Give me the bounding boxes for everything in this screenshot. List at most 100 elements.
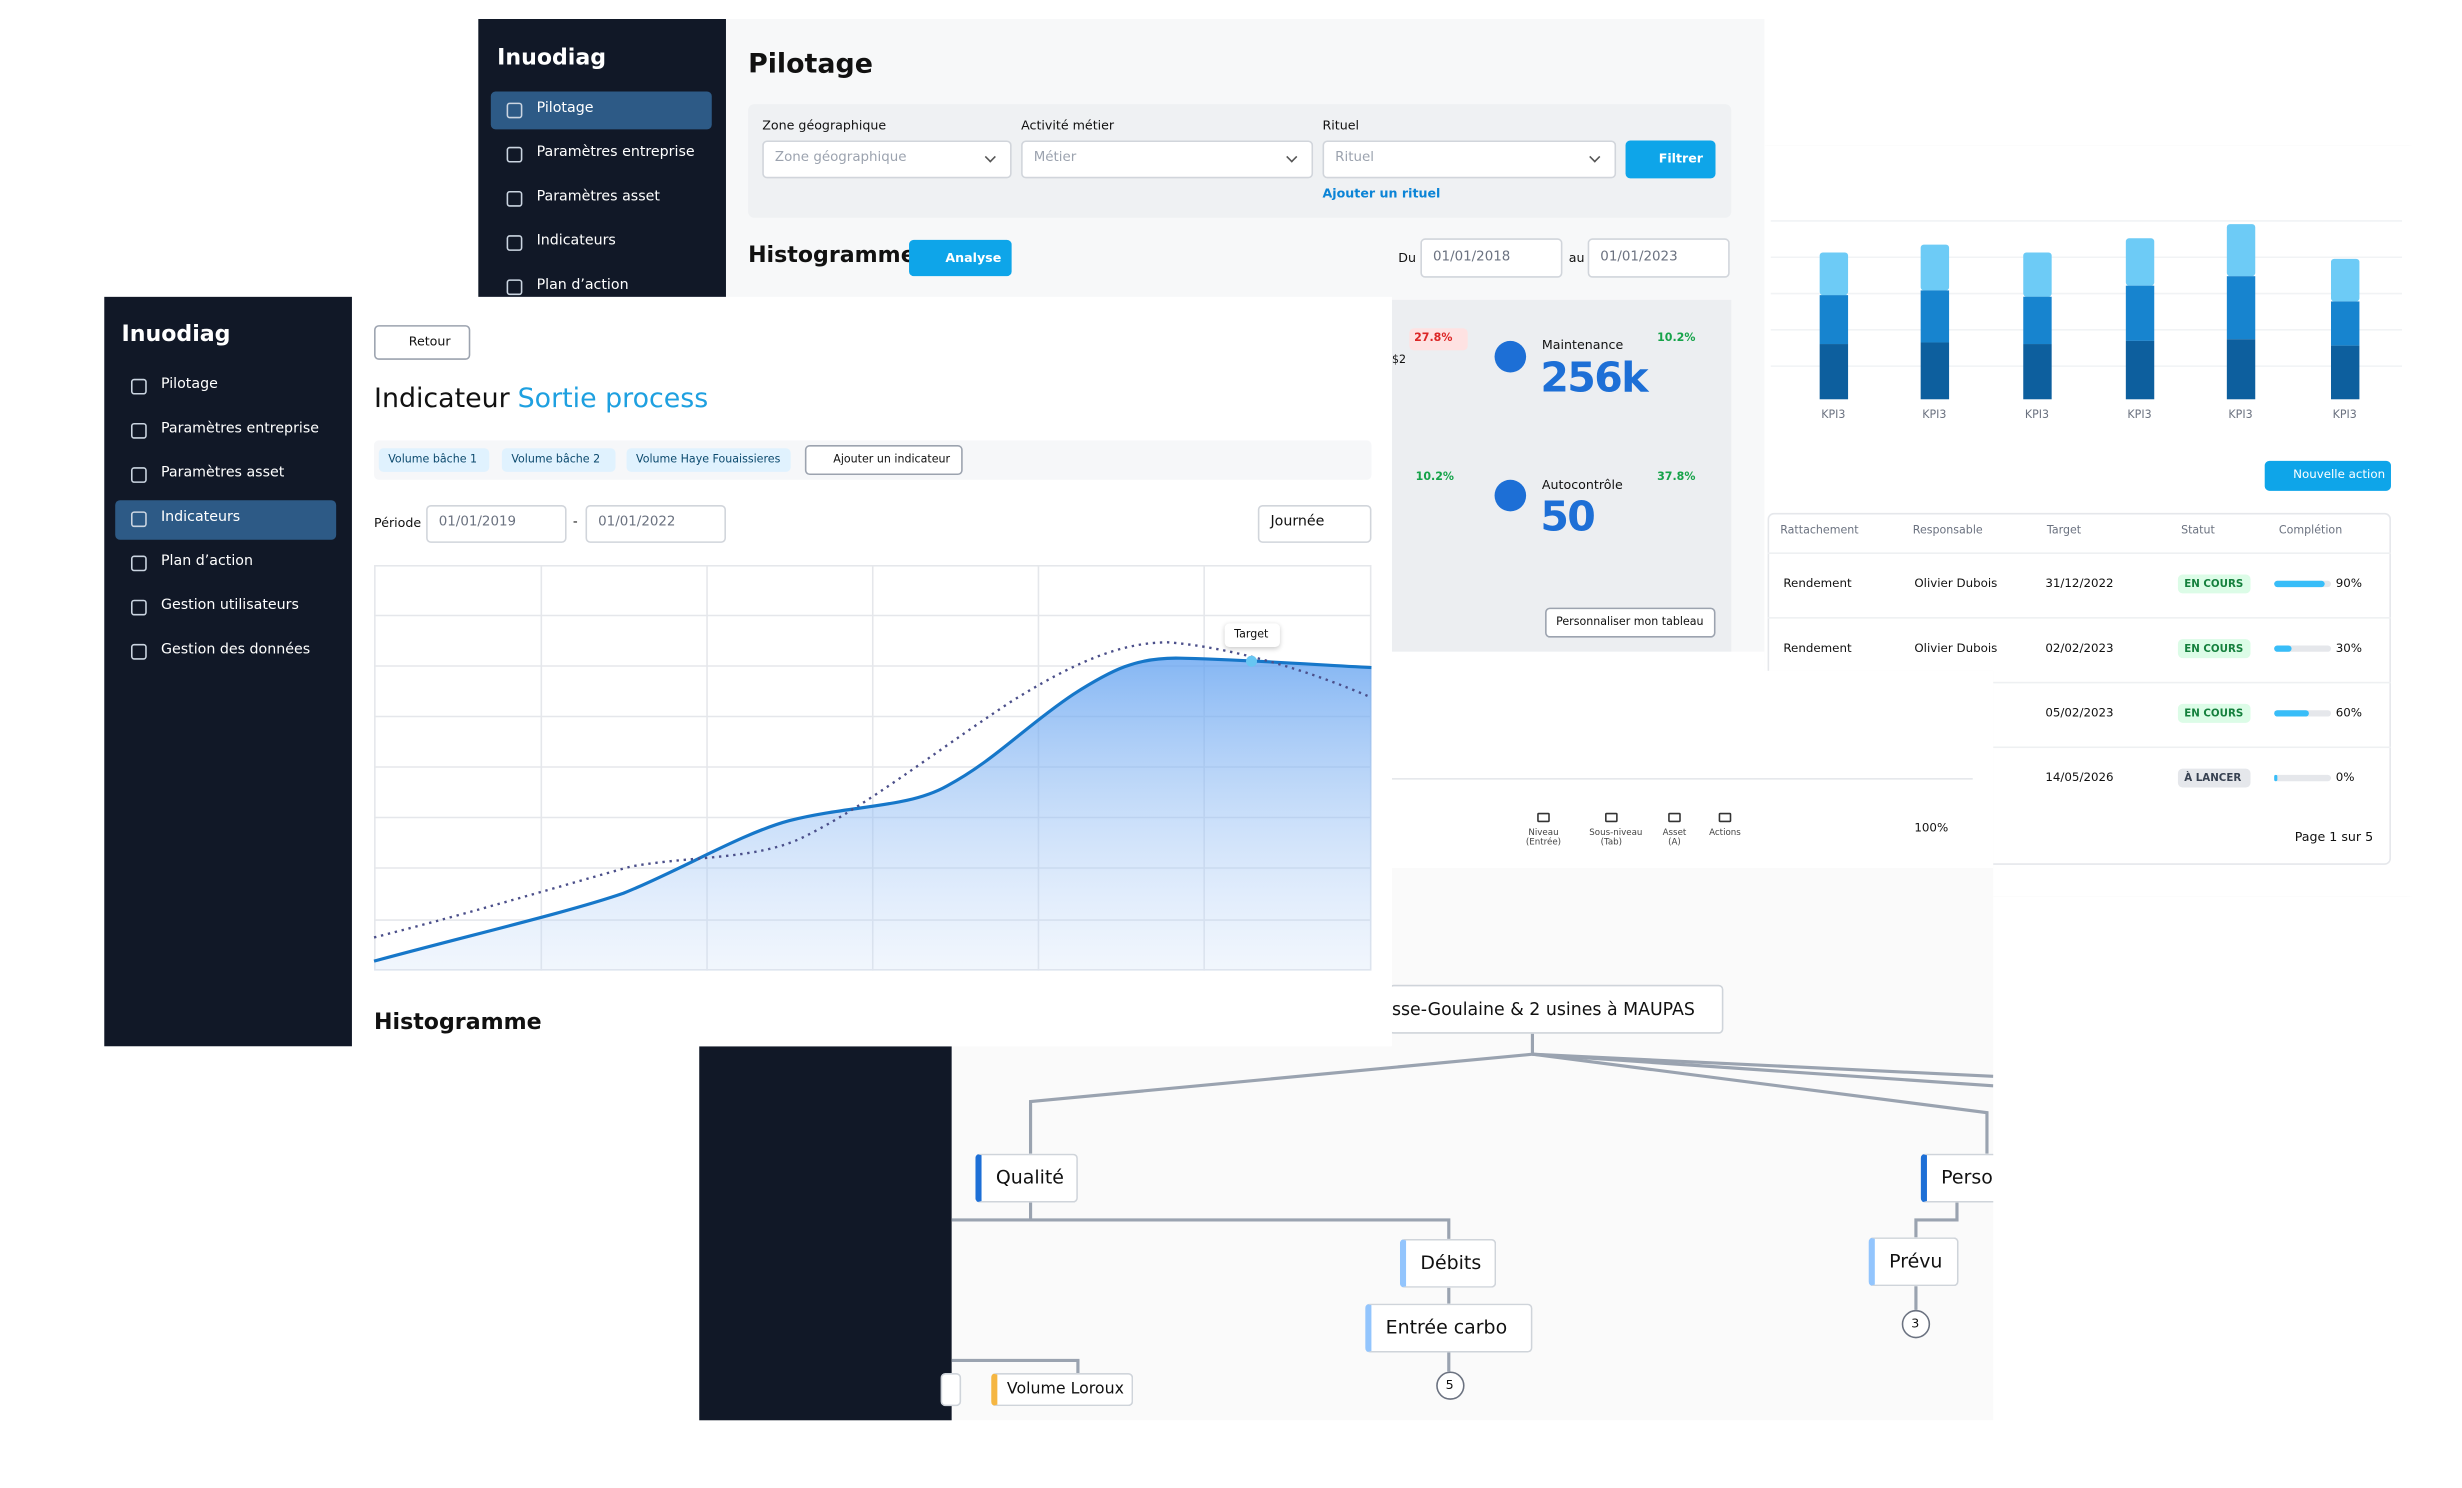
node-label[interactable]: Prévu <box>1889 1249 1943 1272</box>
select-placeholder[interactable]: Zone géographique <box>774 150 907 167</box>
tag <box>626 448 791 472</box>
nav-item[interactable]: Paramètres asset <box>160 465 285 482</box>
connector <box>951 1218 1451 1239</box>
select-placeholder[interactable]: Rituel <box>1335 150 1374 167</box>
bar-label: KPI3 <box>2024 409 2050 422</box>
status-badge <box>2177 768 2251 788</box>
node-label[interactable]: Perso <box>1941 1165 1993 1188</box>
root-label: sse-Goulaine & 2 usines à MAUPAS <box>1391 998 1695 1020</box>
button-label[interactable]: Personnaliser mon tableau <box>1556 615 1704 628</box>
bar-segment <box>2125 285 2155 341</box>
tool-label[interactable]: (Tab) <box>1600 838 1623 849</box>
brand: Inuodiag <box>497 45 607 71</box>
tool-label[interactable]: Actions <box>1709 829 1741 839</box>
nav-item[interactable]: Plan d’action <box>160 554 253 570</box>
tool-label[interactable]: Sous-niveau <box>1589 829 1643 839</box>
select-placeholder[interactable]: Métier <box>1033 150 1077 167</box>
bar-segment <box>1819 252 1849 296</box>
node-label[interactable]: Qualité <box>995 1165 1064 1188</box>
bar-segment <box>2226 224 2256 277</box>
new-action-button[interactable] <box>2264 460 2391 491</box>
nav-icon <box>130 511 147 528</box>
nav-item[interactable]: Gestion utilisateurs <box>160 598 299 614</box>
table-header: Complétion <box>2278 524 2343 538</box>
filter-button[interactable] <box>1625 140 1716 179</box>
table-header: Rattachement <box>1780 524 1859 538</box>
button-label[interactable]: Retour <box>408 334 451 349</box>
sidebar <box>104 296 352 1047</box>
completion: 30% <box>2335 640 2363 656</box>
tag-label[interactable]: Volume bâche 2 <box>511 452 601 466</box>
nav-icon <box>130 643 147 660</box>
tool-label[interactable]: Niveau <box>1528 829 1559 839</box>
count: 5 <box>1445 1377 1454 1392</box>
tag-label[interactable]: Volume bâche 1 <box>388 452 478 466</box>
customize-button[interactable] <box>1545 607 1716 638</box>
zoom: 100% <box>1914 820 1949 835</box>
date-label: au <box>1568 250 1585 265</box>
node-label[interactable]: Volume Loroux <box>1006 1380 1124 1399</box>
granularity-select[interactable] <box>1257 505 1372 543</box>
cell: 14/05/2026 <box>2045 770 2114 785</box>
tool-icon <box>1537 812 1550 823</box>
nav-item[interactable]: Pilotage <box>160 377 218 394</box>
button-label[interactable]: Nouvelle action <box>2293 467 2386 482</box>
tree-node <box>991 1373 1134 1407</box>
section-title: Histogramme <box>374 1009 542 1035</box>
nav-item[interactable]: Gestion des données <box>160 642 311 659</box>
tree-node <box>975 1153 1078 1203</box>
status-badge <box>2177 574 2251 594</box>
kpi-change-up: 37.8% <box>1657 470 1696 484</box>
cell: 02/02/2023 <box>2045 640 2114 656</box>
tag <box>501 448 616 472</box>
button-label[interactable]: Ajouter un indicateur <box>833 452 951 466</box>
nav-item[interactable]: Paramètres asset <box>536 189 660 206</box>
select[interactable] <box>762 140 1012 179</box>
add-indicator-button[interactable] <box>804 445 963 476</box>
nav-item[interactable]: Pilotage <box>536 101 594 117</box>
completion: 90% <box>2335 576 2363 591</box>
button-label[interactable]: Filtrer <box>1658 151 1704 166</box>
completion: 60% <box>2335 705 2363 720</box>
date-value: 01/01/2023 <box>1600 249 1678 266</box>
select[interactable] <box>1021 140 1314 179</box>
date-input <box>426 505 567 543</box>
node-label[interactable]: Débits <box>1420 1250 1482 1273</box>
nav-icon <box>130 422 147 439</box>
nav-icon <box>130 555 147 572</box>
change-badge <box>1409 328 1468 351</box>
bar-label: KPI3 <box>1821 409 1846 422</box>
nav-item[interactable]: Indicateurs <box>536 233 616 250</box>
tool-icon <box>1718 812 1732 823</box>
select-value[interactable]: Journée <box>1270 514 1325 531</box>
completion: 0% <box>2335 770 2355 785</box>
filter-label: Rituel <box>1322 117 1360 133</box>
select[interactable] <box>1322 140 1617 179</box>
back-button[interactable] <box>374 325 471 360</box>
tool-label[interactable]: (A) <box>1668 838 1681 849</box>
tag-label[interactable]: Volume Haye Fouaissieres <box>636 452 781 466</box>
link[interactable]: Ajouter un rituel <box>1322 185 1441 200</box>
period-sep: - <box>572 515 578 531</box>
period-label: Période <box>374 515 422 530</box>
nav-item[interactable]: Paramètres entreprise <box>160 421 319 438</box>
nav-item[interactable]: Indicateurs <box>160 509 241 526</box>
date-label: Du <box>1398 250 1417 265</box>
status: À LANCER <box>2184 771 2242 784</box>
bar-segment <box>1920 342 1950 400</box>
button-label[interactable]: Analyse <box>945 250 1002 265</box>
nav-item[interactable]: Plan d’action <box>536 277 629 294</box>
node-label[interactable]: Entrée carbo <box>1385 1315 1508 1338</box>
page-title: Indicateur <box>374 383 510 415</box>
tool-label[interactable]: Asset <box>1662 829 1687 839</box>
date-input <box>585 505 726 543</box>
bar-segment <box>2331 301 2360 346</box>
date-input <box>1420 238 1563 278</box>
nav-item[interactable]: Paramètres entreprise <box>536 145 695 162</box>
page-title: Pilotage <box>748 48 873 81</box>
nav-icon <box>506 235 523 251</box>
tool-label[interactable]: (Entrée) <box>1525 838 1562 849</box>
analyse-button[interactable] <box>909 239 1012 277</box>
date-value: 01/01/2022 <box>598 515 676 531</box>
